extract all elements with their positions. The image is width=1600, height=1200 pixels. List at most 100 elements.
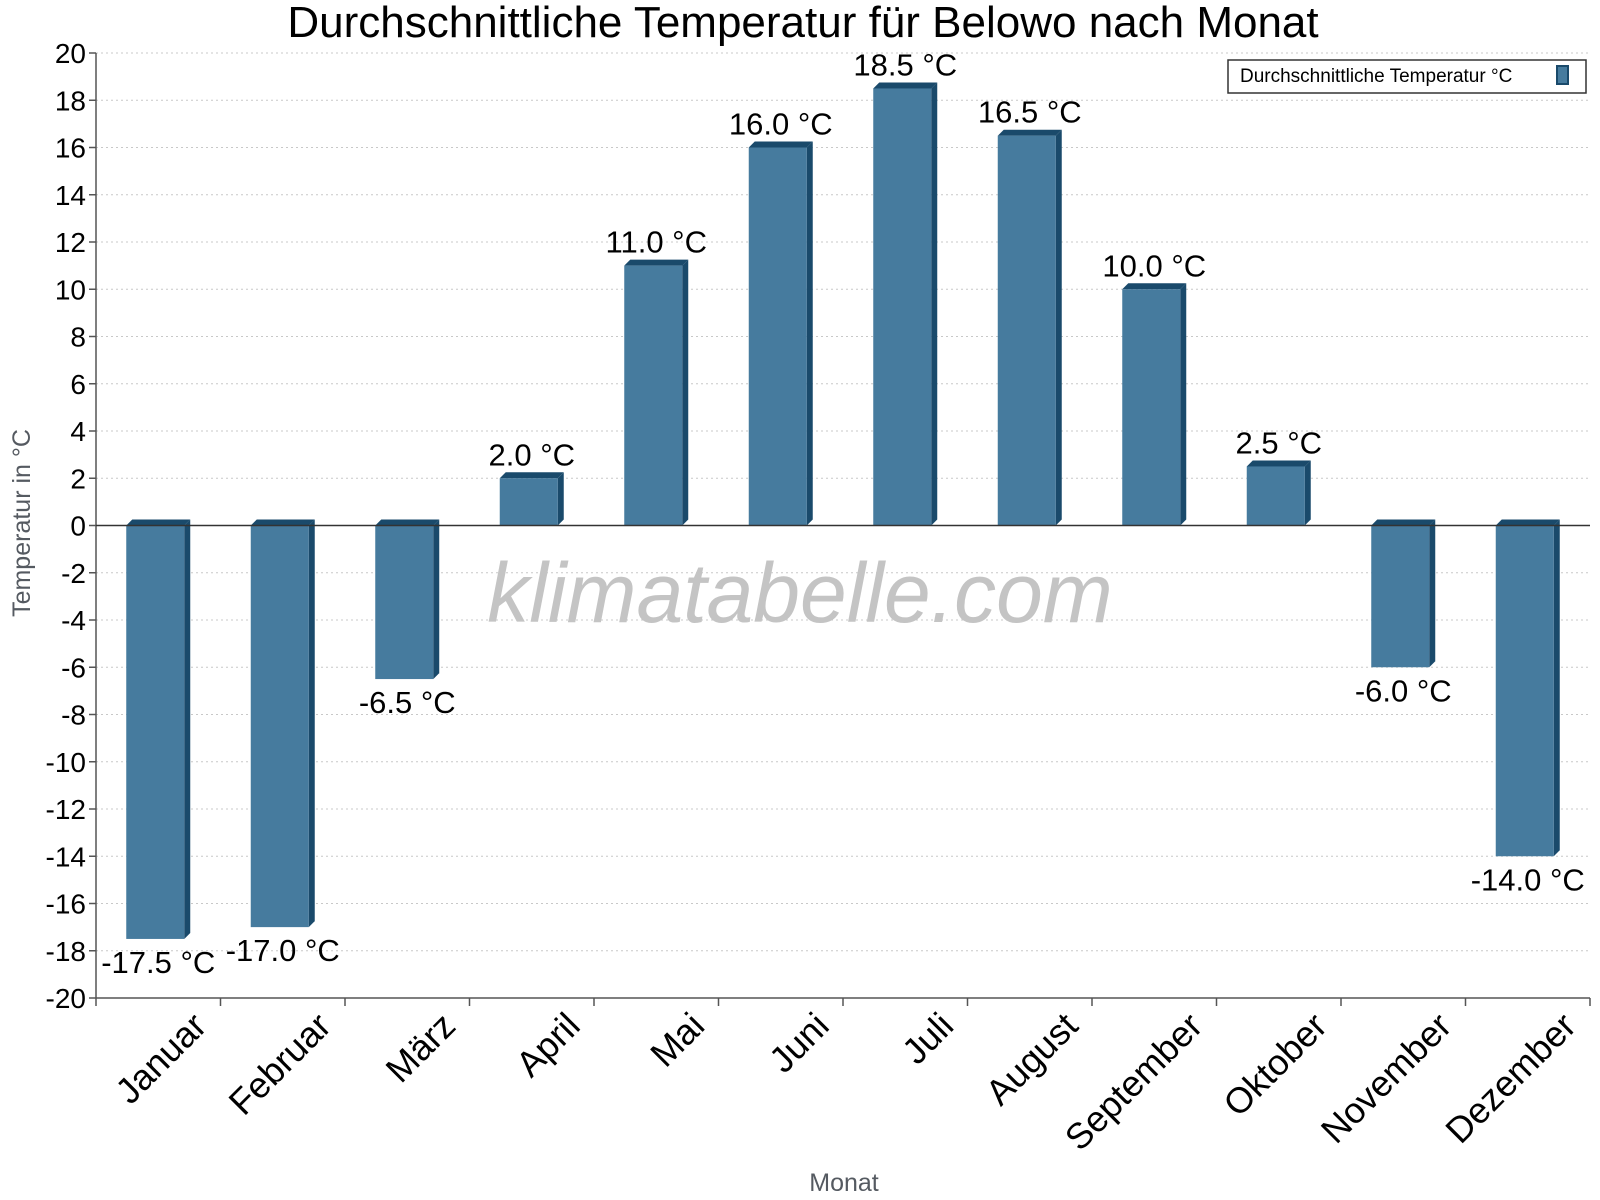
data-label: -17.5 °C	[101, 945, 215, 980]
y-tick-label: 6	[70, 369, 86, 400]
bar-front-face	[1371, 525, 1430, 668]
y-tick-label: -14	[46, 841, 86, 872]
bar-side-face	[806, 141, 813, 526]
x-tick-labels: Januar Februar März April Mai Juni Juli AugustS…	[107, 1005, 1583, 1159]
x-tick-label: August	[977, 1005, 1085, 1113]
x-tick-label: März	[378, 1005, 464, 1091]
y-tick-label: -18	[46, 936, 86, 967]
data-label: 2.5 °C	[1236, 425, 1323, 460]
bar-september	[1122, 283, 1187, 526]
data-label: -14.0 °C	[1471, 862, 1585, 897]
y-axis-label: Temperatur in °C	[8, 429, 36, 617]
chart-title: Durchschnittliche Temperatur für Belowo …	[287, 0, 1318, 47]
bar-april	[499, 472, 564, 526]
data-label: -6.5 °C	[359, 685, 456, 720]
bar-side-face	[308, 519, 315, 928]
bar-august	[997, 129, 1062, 526]
bar-front-face	[873, 88, 932, 526]
x-axis-label: Monat	[809, 1169, 879, 1197]
y-tick-label: 0	[70, 511, 86, 542]
y-tick-label: -2	[61, 558, 86, 589]
x-tick-label: Mai	[642, 1005, 712, 1075]
bar-side-face	[1180, 283, 1187, 526]
bar-mai	[624, 259, 689, 526]
bar-top-face	[1122, 283, 1187, 290]
bar-front-face	[1246, 466, 1305, 526]
bar-side-face	[682, 259, 689, 526]
bar-top-face	[624, 259, 689, 266]
y-tick-label: -16	[46, 889, 86, 920]
bar-juni	[748, 141, 813, 526]
y-tick-label: 10	[55, 274, 86, 305]
bar-top-face	[1246, 460, 1311, 467]
bar-juli	[873, 82, 938, 526]
bar-top-face	[375, 519, 440, 526]
bar-front-face	[1495, 525, 1554, 857]
y-tick-label: 12	[55, 227, 86, 258]
x-tick-label: November	[1313, 1005, 1459, 1151]
bar-november	[1371, 519, 1436, 668]
y-tick-label: -12	[46, 794, 86, 825]
x-tick-label: Januar	[107, 1005, 214, 1112]
bar-front-face	[748, 147, 807, 526]
bar-top-face	[873, 82, 938, 89]
bars	[126, 82, 1560, 939]
data-label: -6.0 °C	[1355, 673, 1452, 708]
bar-side-face	[184, 519, 191, 939]
y-tick-label: -8	[61, 700, 86, 731]
bar-dezember	[1495, 519, 1560, 857]
data-label: 18.5 °C	[853, 47, 957, 82]
x-tick-label: Dezember	[1437, 1005, 1583, 1151]
bar-front-face	[624, 265, 683, 526]
bar-front-face	[1122, 289, 1181, 526]
grid-lines	[96, 52, 1590, 999]
y-tick-label: 14	[55, 180, 86, 211]
bar-märz	[375, 519, 440, 680]
y-tick-label: 2	[70, 463, 86, 494]
x-tick-label: Oktober	[1215, 1005, 1335, 1125]
bar-top-face	[997, 129, 1062, 136]
bar-side-face	[1304, 460, 1311, 526]
watermark-text: klimatabelle.com	[487, 546, 1113, 640]
y-tick-label: -10	[46, 747, 86, 778]
bar-side-face	[1055, 129, 1062, 526]
bar-top-face	[126, 519, 191, 526]
y-tick-label: -20	[46, 983, 86, 1014]
y-tick-label: 18	[55, 85, 86, 116]
bar-side-face	[1429, 519, 1436, 668]
y-tick-label: -6	[61, 652, 86, 683]
y-tick-label: 16	[55, 133, 86, 164]
data-labels: -17.5 °C -17.0 °C -6.5 °C 2.0 °C 11.0 °C 16.0…	[101, 47, 1585, 980]
bar-front-face	[375, 525, 434, 680]
y-tick-label: 4	[70, 416, 86, 447]
x-tick-label: Februar	[221, 1005, 339, 1123]
data-label: 10.0 °C	[1102, 248, 1206, 283]
bar-top-face	[748, 141, 813, 148]
bar-februar	[250, 519, 315, 928]
data-label: 2.0 °C	[489, 437, 576, 472]
bar-top-face	[250, 519, 315, 526]
data-label: -17.0 °C	[226, 933, 340, 968]
y-tick-labels: -20-18-16-14-12-10-8-6-4-202468101214161…	[46, 38, 86, 1014]
bar-top-face	[499, 472, 564, 479]
bar-front-face	[250, 525, 309, 928]
legend-swatch	[1556, 65, 1569, 85]
y-tick-label: 8	[70, 322, 86, 353]
y-tick-label: -4	[61, 605, 86, 636]
x-tick-label: Juli	[894, 1005, 961, 1072]
bar-front-face	[499, 478, 558, 526]
bar-front-face	[126, 525, 185, 939]
bar-side-face	[1553, 519, 1560, 857]
legend-label: Durchschnittliche Temperatur °C	[1240, 66, 1512, 87]
bar-top-face	[1371, 519, 1436, 526]
bar-side-face	[433, 519, 440, 680]
axes	[89, 52, 1591, 1006]
bar-januar	[126, 519, 191, 939]
y-tick-label: 20	[55, 38, 86, 69]
bar-oktober	[1246, 460, 1311, 526]
x-tick-label: April	[508, 1005, 588, 1085]
legend: Durchschnittliche Temperatur °C	[1227, 59, 1587, 94]
data-label: 11.0 °C	[606, 225, 707, 260]
